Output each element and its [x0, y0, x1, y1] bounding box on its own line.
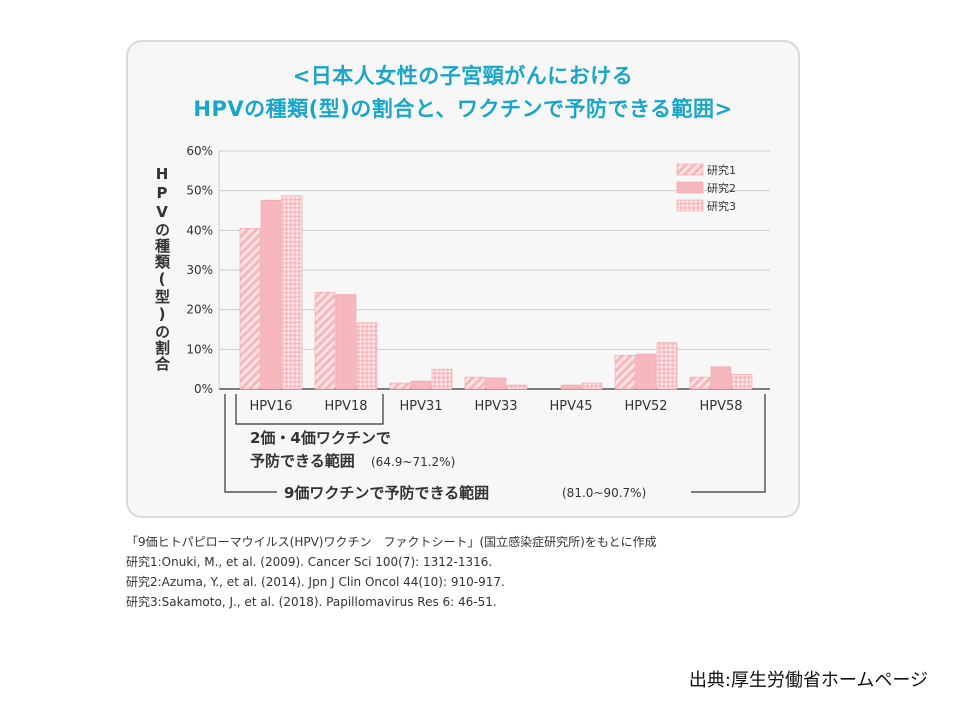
y-tick-label: 30%	[186, 263, 213, 277]
bar-hpv45-研究2	[560, 384, 582, 390]
y-tick-label: 10%	[186, 342, 213, 356]
x-tick-label: HPV33	[474, 399, 517, 414]
y-tick-label: 40%	[186, 223, 213, 237]
y-tick-label: 0%	[194, 382, 213, 396]
y-tick-label: 50%	[186, 184, 213, 198]
legend-label: 研究3	[707, 199, 736, 213]
bar-hpv31-研究3	[431, 368, 453, 390]
bar-hpv52-研究2	[635, 353, 657, 390]
bar-hpv31-研究1	[389, 382, 411, 390]
bivalent-bracket	[235, 394, 384, 425]
reference-study1: 研究1:Onuki, M., et al. (2009). Cancer Sci…	[126, 555, 493, 569]
bar-hpv52-研究1	[614, 354, 636, 390]
legend-swatch	[676, 163, 704, 176]
bar-hpv33-研究1	[464, 376, 486, 390]
chart-title-line1: <日本人女性の子宮頸がんにおける	[292, 64, 634, 88]
bar-hpv58-研究1	[689, 376, 711, 390]
chart-title-line2: HPVの種類(型)の割合と、ワクチンで予防できる範囲>	[193, 97, 733, 121]
bar-hpv18-研究1	[314, 291, 336, 390]
x-tick-label: HPV18	[324, 399, 367, 414]
legend-label: 研究1	[707, 163, 736, 177]
x-tick-label: HPV58	[699, 399, 742, 414]
x-tick-label: HPV45	[549, 399, 592, 414]
legend-swatch	[676, 199, 704, 212]
ninevalent-range: (81.0~90.7%)	[562, 486, 646, 500]
bar-hpv31-研究2	[410, 380, 432, 390]
bivalent-label-line1: 2価・4価ワクチンで	[250, 429, 391, 447]
bar-hpv18-研究3	[356, 322, 378, 390]
bar-hpv16-研究1	[239, 228, 261, 390]
bar-hpv16-研究2	[260, 199, 282, 390]
y-tick-label: 20%	[186, 303, 213, 317]
legend-swatch	[676, 181, 704, 194]
reference-study3: 研究3:Sakamoto, J., et al. (2018). Papillo…	[126, 595, 497, 609]
bar-hpv33-研究3	[506, 384, 528, 390]
chart-panel	[126, 40, 800, 518]
bar-hpv16-研究3	[281, 195, 303, 390]
legend-label: 研究2	[707, 181, 736, 195]
ninevalent-bracket-left	[224, 394, 277, 493]
y-tick-label: 60%	[186, 144, 213, 158]
ninevalent-label: 9価ワクチンで予防できる範囲	[284, 484, 489, 502]
ninevalent-bracket-right	[691, 394, 766, 493]
y-axis-label: HPVの種類(型)の割合	[153, 165, 171, 372]
bivalent-range: (64.9~71.2%)	[371, 455, 455, 469]
source-note: 「9価ヒトパピローマウイルス(HPV)ワクチン ファクトシート」(国立感染症研究…	[126, 535, 657, 549]
bar-hpv33-研究2	[485, 377, 507, 390]
bar-hpv58-研究3	[731, 374, 753, 390]
bar-hpv58-研究2	[710, 366, 732, 390]
bivalent-label-line2: 予防できる範囲	[250, 452, 355, 470]
source-credit: 出典:厚生労働省ホームページ	[688, 670, 928, 691]
bar-hpv52-研究3	[656, 342, 678, 390]
x-tick-label: HPV31	[399, 399, 442, 414]
reference-study2: 研究2:Azuma, Y., et al. (2014). Jpn J Clin…	[126, 575, 505, 589]
bar-hpv45-研究3	[581, 382, 603, 390]
bar-hpv18-研究2	[335, 294, 357, 390]
x-tick-label: HPV52	[624, 399, 667, 414]
x-tick-label: HPV16	[249, 399, 292, 414]
